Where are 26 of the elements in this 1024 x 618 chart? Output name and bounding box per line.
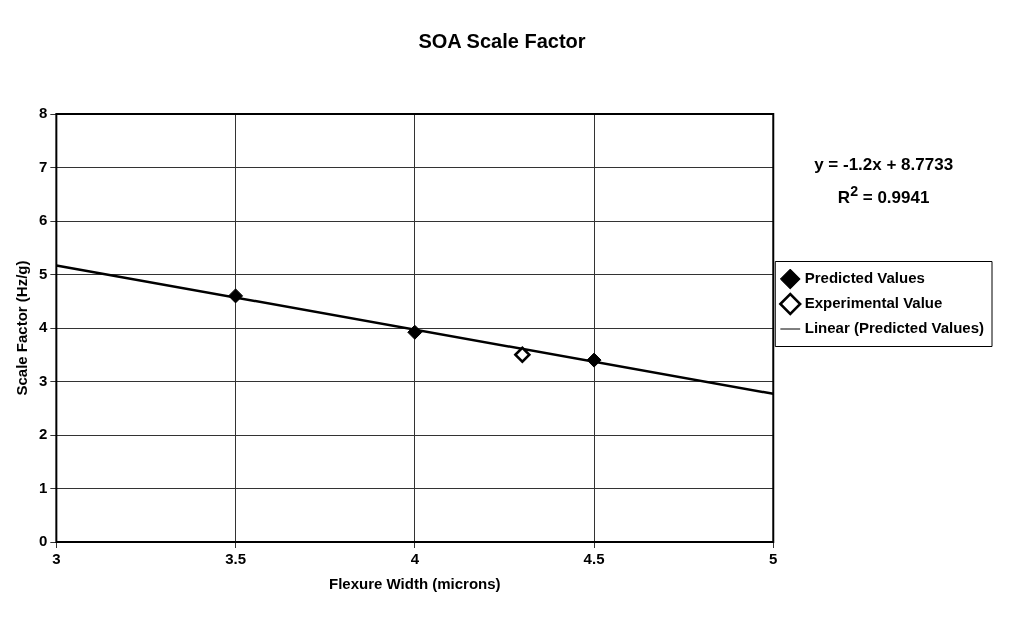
y-tick-label: 3 <box>39 371 48 389</box>
point <box>514 346 531 363</box>
x-tick-label: 3 <box>52 550 61 568</box>
legend-label: Predicted Values <box>804 269 925 287</box>
y-tick-label: 8 <box>39 104 48 122</box>
legend-label: Experimental Value <box>804 294 943 312</box>
x-tick-label: 5 <box>769 550 778 568</box>
point <box>228 288 244 304</box>
x-axis-title: Flexure Width (microns) <box>329 575 501 593</box>
y-tick-label: 0 <box>39 532 48 550</box>
text: y = -1.2x + 8.7733 <box>813 153 955 176</box>
point <box>586 352 602 368</box>
x-tick-label: 4.5 <box>583 550 605 568</box>
point <box>407 324 423 340</box>
y-tick-label: 5 <box>39 264 48 282</box>
x-tick-label: 3.5 <box>225 550 246 568</box>
y-tick-label: 2 <box>39 425 48 443</box>
chart-title: SOA Scale Factor <box>418 29 586 52</box>
legend-label: Linear (Predicted Values) <box>804 319 984 337</box>
text: R$^{2}$ = 0.9941 <box>836 181 931 209</box>
y-axis-title: Scale Factor (Hz/g) <box>13 260 31 396</box>
y-tick-label: 7 <box>39 157 48 175</box>
x-tick-label: 4 <box>410 550 420 568</box>
y-tick-label: 1 <box>39 478 48 496</box>
y-tick-label: 6 <box>39 211 48 229</box>
y-tick-label: 4 <box>39 318 48 336</box>
